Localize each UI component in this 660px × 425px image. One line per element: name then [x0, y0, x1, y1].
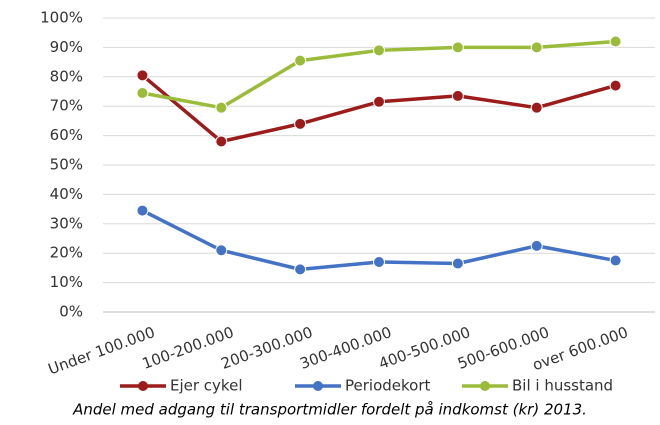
data-point: [294, 263, 307, 276]
data-point: [294, 117, 307, 130]
data-point: [136, 69, 149, 82]
data-point: [136, 86, 149, 99]
y-tick-label: 10%: [50, 273, 83, 291]
series-line: [141, 73, 617, 144]
y-tick-label: 50%: [50, 156, 83, 174]
x-tick-label: Under 100.000: [46, 323, 158, 378]
y-tick-label: 80%: [50, 67, 83, 85]
legend-marker: [480, 381, 490, 391]
data-point: [136, 204, 149, 217]
legend-label: Bil i husstand: [512, 377, 613, 395]
y-tick-label: 70%: [50, 97, 83, 115]
chart-caption: Andel med adgang til transportmidler for…: [72, 401, 587, 419]
data-point: [451, 257, 464, 270]
y-tick-label: 40%: [50, 185, 83, 203]
data-point: [530, 239, 543, 252]
data-point: [530, 101, 543, 114]
data-point: [215, 135, 228, 148]
legend-marker: [313, 381, 323, 391]
data-point: [215, 244, 228, 257]
data-point: [609, 79, 622, 92]
data-point: [215, 101, 228, 114]
data-point: [373, 95, 385, 108]
data-point: [530, 41, 543, 54]
y-tick-label: 0%: [59, 303, 83, 321]
y-tick-label: 90%: [50, 38, 83, 56]
data-point: [451, 41, 464, 54]
y-tick-label: 100%: [40, 9, 83, 27]
data-point: [373, 44, 385, 57]
data-point: [609, 35, 622, 48]
y-tick-label: 60%: [50, 126, 83, 144]
y-tick-label: 30%: [50, 214, 83, 232]
data-point: [609, 254, 622, 267]
legend-marker: [138, 381, 148, 391]
y-tick-label: 20%: [50, 244, 83, 262]
data-point: [451, 89, 464, 102]
data-point: [373, 256, 385, 269]
legend-label: Ejer cykel: [170, 377, 242, 395]
data-point: [294, 54, 307, 67]
legend-label: Periodekort: [345, 377, 430, 395]
